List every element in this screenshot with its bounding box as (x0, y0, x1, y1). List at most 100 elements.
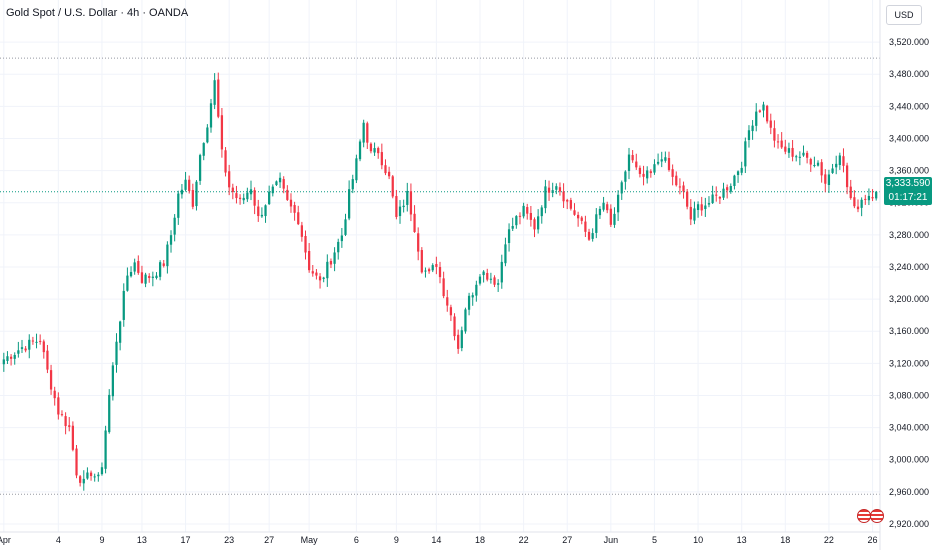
candle-body (729, 186, 732, 192)
candle-body (580, 217, 583, 221)
us-flag-icon[interactable] (857, 509, 871, 523)
candle-body (751, 125, 754, 132)
bar-countdown: 01:17:21 (888, 192, 928, 203)
candle-body (93, 476, 96, 478)
candle-body (133, 262, 136, 272)
candle-body (831, 168, 834, 173)
candle-body (140, 272, 144, 283)
candle-body (715, 194, 718, 196)
candle-body (653, 164, 656, 173)
candle-body (195, 181, 198, 207)
candle-body (638, 167, 642, 174)
candle-body (478, 276, 482, 284)
candle-body (602, 202, 605, 210)
candle-body (177, 193, 180, 218)
candle-body (475, 284, 478, 296)
price-tick-label: 3,360.000 (889, 166, 929, 176)
candle-body (57, 397, 60, 415)
candle-body (646, 170, 649, 179)
candle-body (842, 156, 845, 166)
symbol-title[interactable]: Gold Spot / U.S. Dollar · 4h · OANDA (6, 7, 189, 19)
price-axis: 3,520.000 3,480.000 3,440.000 3,400.000 3,36… (879, 0, 929, 550)
candle-body (809, 159, 812, 165)
candle-body (547, 187, 551, 193)
time-tick-label: 27 (264, 535, 274, 545)
candle-body (773, 128, 776, 141)
time-tick-label: 17 (181, 535, 191, 545)
candle-body (835, 163, 838, 168)
candle-body (497, 283, 500, 285)
candle-body (511, 226, 514, 229)
candle-body (231, 187, 234, 193)
candle-body (482, 271, 485, 276)
candle-body (82, 478, 85, 484)
candle-body (297, 212, 300, 225)
candle-body (257, 206, 260, 217)
candle-body (609, 208, 612, 225)
candle-body (271, 186, 274, 194)
candle-body (169, 235, 173, 245)
candle-body (504, 244, 507, 264)
candle-body (97, 474, 100, 477)
price-tick-label: 3,280.000 (889, 230, 929, 240)
grid (0, 0, 880, 532)
candle-body (260, 214, 264, 217)
candle-body (631, 155, 634, 161)
candle-body (377, 148, 380, 154)
candle-body (217, 79, 220, 117)
candle-body (387, 171, 391, 177)
candle-body (13, 354, 16, 359)
candle-body (849, 186, 852, 199)
candle-body (518, 215, 522, 217)
price-tick-label: 3,480.000 (889, 69, 929, 79)
candles (2, 72, 878, 491)
candle-body (616, 194, 620, 213)
candle-body (595, 214, 598, 233)
candle-body (438, 267, 442, 278)
candle-body (68, 425, 71, 427)
time-tick-label: May (301, 535, 319, 545)
candle-body (351, 179, 354, 190)
candle-body (373, 148, 376, 153)
candle-body (60, 414, 64, 416)
candle-body (449, 307, 453, 316)
last-price-tag: 3,333.590 01:17:21 (884, 177, 932, 205)
candle-body (649, 171, 652, 174)
candle-body (246, 192, 249, 200)
candle-body (369, 143, 373, 152)
time-tick-label: 5 (652, 535, 657, 545)
candle-body (151, 276, 154, 278)
candle-body (206, 127, 209, 143)
candle-body (242, 197, 245, 201)
candle-body (558, 187, 562, 192)
candle-body (453, 316, 456, 337)
candle-body (344, 219, 347, 235)
candle-body (620, 182, 623, 194)
candle-body (9, 356, 13, 359)
candle-body (275, 181, 278, 186)
candle-body (875, 191, 878, 199)
candle-body (278, 177, 282, 183)
candle-body (420, 250, 423, 273)
candle-body (322, 277, 325, 279)
candle-body (678, 186, 682, 188)
candle-body (784, 146, 787, 152)
candle-body (787, 148, 791, 153)
candle-body (431, 265, 434, 271)
time-tick-label: 18 (780, 535, 790, 545)
currency-button[interactable]: USD (886, 5, 922, 25)
candle-body (562, 191, 565, 202)
candle-body (209, 103, 213, 128)
candle-body (326, 261, 329, 279)
us-flag-icon[interactable] (870, 509, 884, 523)
time-tick-label: 26 (868, 535, 878, 545)
candle-body (722, 188, 725, 198)
candle-body (35, 341, 38, 343)
candle-body (744, 141, 747, 167)
candle-body (79, 476, 82, 483)
candle-body (569, 200, 572, 209)
candle-body (624, 171, 627, 182)
candle-body (802, 152, 805, 156)
candle-body (820, 162, 823, 176)
